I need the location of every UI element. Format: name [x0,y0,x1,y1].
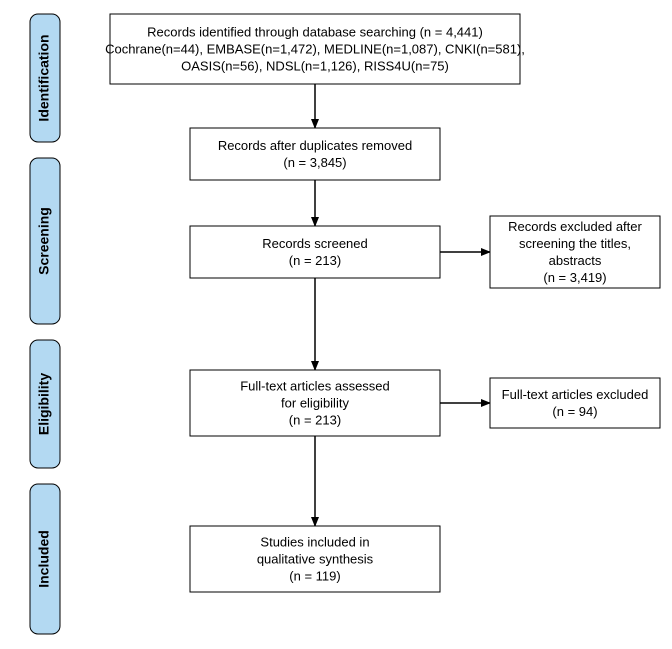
box-after_duplicates-line-1: (n = 3,845) [283,155,346,170]
box-included_studies-line-1: qualitative synthesis [257,551,374,566]
box-records_excluded-line-1: screening the titles, [519,236,631,251]
stage-eligibility: Eligibility [30,340,60,468]
box-included_studies: Studies included in qualitative synthesis… [190,526,440,592]
box-records_excluded-line-2: abstracts [549,253,602,268]
prisma-flowchart: Identification Screening Eligibility Includ… [0,0,672,649]
box-fulltext_assessed-line-2: (n = 213) [289,412,341,427]
box-fulltext_excluded-line-1: (n = 94) [552,404,597,419]
box-after_duplicates: Records after duplicates removed (n = 3,8… [190,128,440,180]
box-included_studies-line-0: Studies included in [260,534,369,549]
box-records_identified-line-2: OASIS(n=56), NDSL(n=1,126), RISS4U(n=75) [181,58,449,73]
stage-label-screening: Screening [36,207,52,275]
box-records_screened-line-1: (n = 213) [289,253,341,268]
stage-label-included: Included [36,530,52,588]
stage-identification: Identification [30,14,60,142]
stage-screening: Screening [30,158,60,324]
box-records_excluded: Records excluded after screening the titl… [490,216,660,288]
box-included_studies-line-2: (n = 119) [289,568,340,583]
box-fulltext_assessed-line-1: for eligibility [281,395,349,410]
box-fulltext_assessed: Full-text articles assessed for eligibili… [190,370,440,436]
box-after_duplicates-line-0: Records after duplicates removed [218,138,412,153]
box-records_screened: Records screened (n = 213) [190,226,440,278]
stage-included: Included [30,484,60,634]
box-records_identified: Records identified through database sear… [105,14,525,84]
box-records_identified-line-1: Cochrane(n=44), EMBASE(n=1,472), MEDLINE… [105,41,525,56]
box-fulltext_assessed-line-0: Full-text articles assessed [240,378,390,393]
box-fulltext_excluded: Full-text articles excluded (n = 94) [490,378,660,428]
box-fulltext_excluded-line-0: Full-text articles excluded [502,387,649,402]
box-records_excluded-line-3: (n = 3,419) [543,270,606,285]
stage-label-eligibility: Eligibility [36,373,52,435]
box-records_identified-line-0: Records identified through database sear… [147,24,483,39]
stage-label-identification: Identification [36,34,52,121]
box-records_screened-line-0: Records screened [262,236,368,251]
box-records_excluded-line-0: Records excluded after [508,219,642,234]
